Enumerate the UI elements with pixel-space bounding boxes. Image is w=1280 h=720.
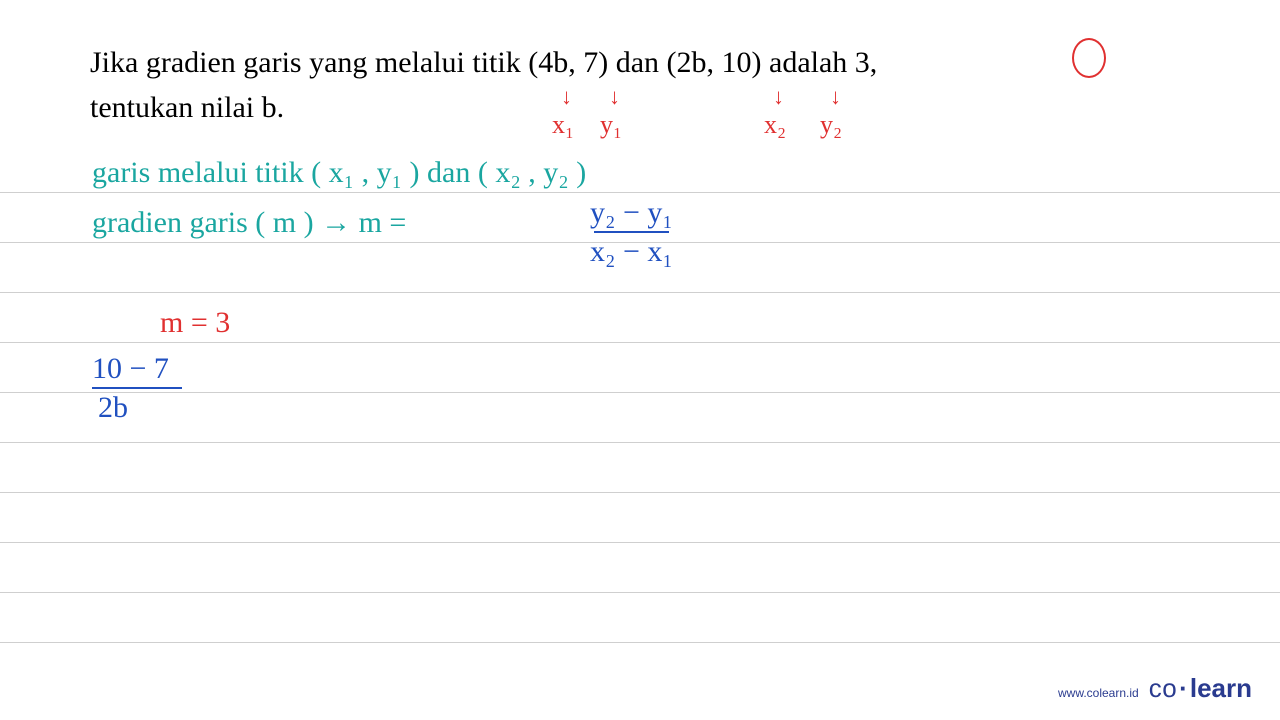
paper-rule (0, 642, 1280, 643)
brand-learn: learn (1190, 673, 1252, 703)
brand-co: co (1149, 673, 1177, 703)
label-y1: y₁ (600, 112, 622, 138)
problem-line-1-text: Jika gradien garis yang melalui titik (4… (90, 46, 877, 79)
paper-rule (0, 492, 1280, 493)
paper-rule (0, 292, 1280, 293)
paper-rule (0, 192, 1280, 193)
substitution-fraction: 10 − 7 2b (92, 352, 186, 424)
problem-text: Jika gradien garis yang melalui titik (4… (0, 40, 1280, 130)
problem-line-1: Jika gradien garis yang melalui titik (4… (90, 40, 1190, 85)
sub-fraction-numerator: 10 − 7 (92, 352, 186, 385)
fraction-denominator: x₂ − x₁ (590, 235, 673, 268)
label-x2: x₂ (764, 112, 786, 138)
fraction-numerator: y₂ − y₁ (590, 196, 673, 229)
work-line-3: m = 3 (160, 308, 230, 338)
paper-rule (0, 442, 1280, 443)
work-line-1: garis melalui titik ( x₁ , y₁ ) dan ( x₂… (92, 158, 586, 188)
sub-fraction-bar (92, 387, 182, 389)
label-y2: y₂ (820, 112, 842, 138)
paper-rule (0, 592, 1280, 593)
paper-rule (0, 542, 1280, 543)
gradient-fraction: y₂ − y₁ x₂ − x₁ (590, 196, 673, 268)
label-x1: x₁ (552, 112, 574, 138)
work-line-2-prefix: gradien garis ( m ) → m = (92, 208, 406, 238)
brand-dot: · (1177, 673, 1190, 703)
fraction-bar (594, 231, 669, 233)
page: Jika gradien garis yang melalui titik (4… (0, 0, 1280, 720)
problem-line-2: tentukan nilai b. (90, 85, 1190, 130)
sub-fraction-denominator: 2b (92, 391, 186, 424)
arrow-down-icon: ↓ (561, 86, 572, 108)
arrow-down-icon: ↓ (773, 86, 784, 108)
footer-url: www.colearn.id (1058, 686, 1139, 700)
paper-rule (0, 342, 1280, 343)
footer: www.colearn.id co·learn (1058, 673, 1252, 704)
lined-paper: garis melalui titik ( x₁ , y₁ ) dan ( x₂… (0, 152, 1280, 672)
circle-annotation (1072, 38, 1106, 78)
arrow-down-icon: ↓ (609, 86, 620, 108)
paper-rule (0, 392, 1280, 393)
brand-logo: co·learn (1149, 673, 1252, 704)
arrow-down-icon: ↓ (830, 86, 841, 108)
